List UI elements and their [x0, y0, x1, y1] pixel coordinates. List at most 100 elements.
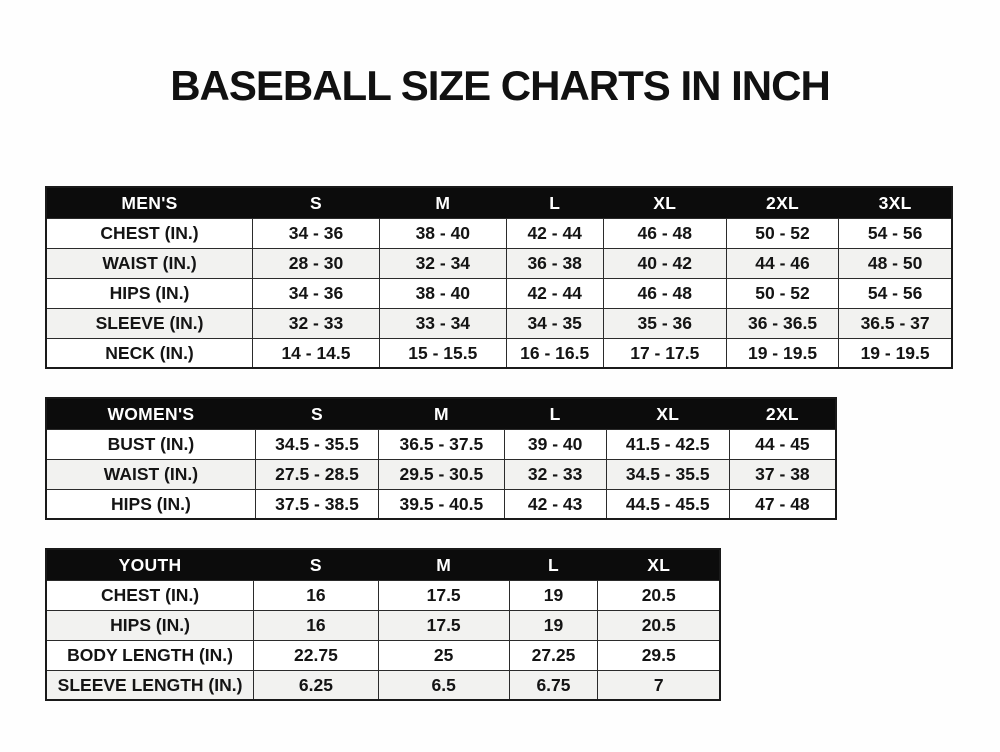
size-cell: 42 - 44	[505, 277, 604, 309]
table-row: WAIST (IN.) 27.5 - 28.5 29.5 - 30.5 32 - 33…	[45, 458, 837, 490]
size-header: L	[503, 397, 607, 430]
size-cell: 34.5 - 35.5	[605, 458, 730, 490]
size-cell: 44 - 46	[725, 247, 840, 279]
size-cell: 36 - 38	[505, 247, 604, 279]
size-header: 2XL	[728, 397, 837, 430]
size-cell: 22.75	[253, 639, 379, 671]
size-cell: 34 - 36	[252, 217, 380, 249]
row-label: CHEST (IN.)	[45, 217, 254, 249]
header-row: WOMEN'S S M L XL 2XL	[45, 397, 837, 430]
size-header: 2XL	[725, 186, 840, 219]
size-cell: 39.5 - 40.5	[378, 488, 505, 520]
size-header: XL	[597, 548, 721, 581]
row-label: WAIST (IN.)	[45, 458, 256, 490]
size-header: M	[378, 186, 507, 219]
size-header: S	[254, 397, 380, 430]
size-cell: 28 - 30	[252, 247, 380, 279]
size-header: M	[377, 548, 510, 581]
table-row: NECK (IN.) 14 - 14.5 15 - 15.5 16 - 16.5 17 …	[45, 337, 953, 369]
size-table-womens: WOMEN'S S M L XL 2XL BUST (IN.) 34.5 - 35.5 36.5…	[45, 397, 837, 521]
size-cell: 19 - 19.5	[725, 337, 840, 369]
size-header: S	[252, 186, 380, 219]
table-row: HIPS (IN.) 34 - 36 38 - 40 42 - 44 46 - 48 50…	[45, 277, 953, 309]
table-row: CHEST (IN.) 16 17.5 19 20.5	[45, 579, 721, 611]
size-cell: 6.25	[253, 669, 379, 701]
row-label: WAIST (IN.)	[45, 247, 254, 279]
size-cell: 38 - 40	[378, 217, 507, 249]
size-header: XL	[605, 397, 730, 430]
group-label: WOMEN'S	[45, 397, 256, 430]
size-header: L	[505, 186, 604, 219]
size-cell: 47 - 48	[728, 488, 837, 520]
size-cell: 27.25	[508, 639, 599, 671]
group-label: YOUTH	[45, 548, 255, 581]
size-cell: 35 - 36	[602, 307, 727, 339]
size-cell: 42 - 44	[505, 217, 604, 249]
row-label: BUST (IN.)	[45, 428, 256, 460]
table-row: SLEEVE LENGTH (IN.) 6.25 6.5 6.75 7	[45, 669, 721, 701]
size-cell: 48 - 50	[838, 247, 953, 279]
size-cell: 36.5 - 37	[838, 307, 953, 339]
size-header: L	[508, 548, 599, 581]
row-label: BODY LENGTH (IN.)	[45, 639, 255, 671]
table-row: BUST (IN.) 34.5 - 35.5 36.5 - 37.5 39 - 40 4…	[45, 428, 837, 460]
size-cell: 16	[253, 579, 379, 611]
size-cell: 7	[597, 669, 721, 701]
size-cell: 6.75	[508, 669, 599, 701]
size-cell: 37 - 38	[728, 458, 837, 490]
header-row: YOUTH S M L XL	[45, 548, 721, 581]
row-label: HIPS (IN.)	[45, 488, 256, 520]
size-cell: 42 - 43	[503, 488, 607, 520]
size-header: S	[253, 548, 379, 581]
header-row: MEN'S S M L XL 2XL 3XL	[45, 186, 953, 219]
size-table-mens: MEN'S S M L XL 2XL 3XL CHEST (IN.) 34 - 36 38 - 4…	[45, 186, 953, 370]
size-cell: 19	[508, 579, 599, 611]
size-cell: 16 - 16.5	[505, 337, 604, 369]
size-cell: 39 - 40	[503, 428, 607, 460]
table-row: HIPS (IN.) 37.5 - 38.5 39.5 - 40.5 42 - 43 4…	[45, 488, 837, 520]
table-row: WAIST (IN.) 28 - 30 32 - 34 36 - 38 40 - 42 4…	[45, 247, 953, 279]
size-cell: 29.5	[597, 639, 721, 671]
size-cell: 29.5 - 30.5	[378, 458, 505, 490]
size-cell: 34.5 - 35.5	[254, 428, 380, 460]
table-row: CHEST (IN.) 34 - 36 38 - 40 42 - 44 46 - 48 5…	[45, 217, 953, 249]
size-cell: 37.5 - 38.5	[254, 488, 380, 520]
size-cell: 19	[508, 609, 599, 641]
size-cell: 19 - 19.5	[838, 337, 953, 369]
size-cell: 46 - 48	[602, 277, 727, 309]
table-row: BODY LENGTH (IN.) 22.75 25 27.25 29.5	[45, 639, 721, 671]
row-label: HIPS (IN.)	[45, 277, 254, 309]
size-cell: 27.5 - 28.5	[254, 458, 380, 490]
size-table-youth: YOUTH S M L XL CHEST (IN.) 16 17.5 19 20.5 HIPS (I…	[45, 548, 721, 702]
size-cell: 32 - 34	[378, 247, 507, 279]
size-cell: 38 - 40	[378, 277, 507, 309]
size-header: XL	[602, 186, 727, 219]
size-cell: 25	[377, 639, 510, 671]
size-cell: 17.5	[377, 579, 510, 611]
size-cell: 32 - 33	[252, 307, 380, 339]
size-cell: 17 - 17.5	[602, 337, 727, 369]
size-cell: 34 - 36	[252, 277, 380, 309]
size-cell: 20.5	[597, 579, 721, 611]
table-row: HIPS (IN.) 16 17.5 19 20.5	[45, 609, 721, 641]
size-cell: 50 - 52	[725, 217, 840, 249]
size-cell: 40 - 42	[602, 247, 727, 279]
row-label: CHEST (IN.)	[45, 579, 255, 611]
size-header: M	[378, 397, 505, 430]
size-cell: 44 - 45	[728, 428, 837, 460]
size-cell: 14 - 14.5	[252, 337, 380, 369]
size-cell: 32 - 33	[503, 458, 607, 490]
row-label: SLEEVE (IN.)	[45, 307, 254, 339]
row-label: SLEEVE LENGTH (IN.)	[45, 669, 255, 701]
size-cell: 41.5 - 42.5	[605, 428, 730, 460]
row-label: NECK (IN.)	[45, 337, 254, 369]
size-cell: 54 - 56	[838, 277, 953, 309]
size-cell: 15 - 15.5	[378, 337, 507, 369]
size-cell: 46 - 48	[602, 217, 727, 249]
size-cell: 34 - 35	[505, 307, 604, 339]
row-label: HIPS (IN.)	[45, 609, 255, 641]
size-cell: 50 - 52	[725, 277, 840, 309]
size-cell: 20.5	[597, 609, 721, 641]
size-cell: 36.5 - 37.5	[378, 428, 505, 460]
